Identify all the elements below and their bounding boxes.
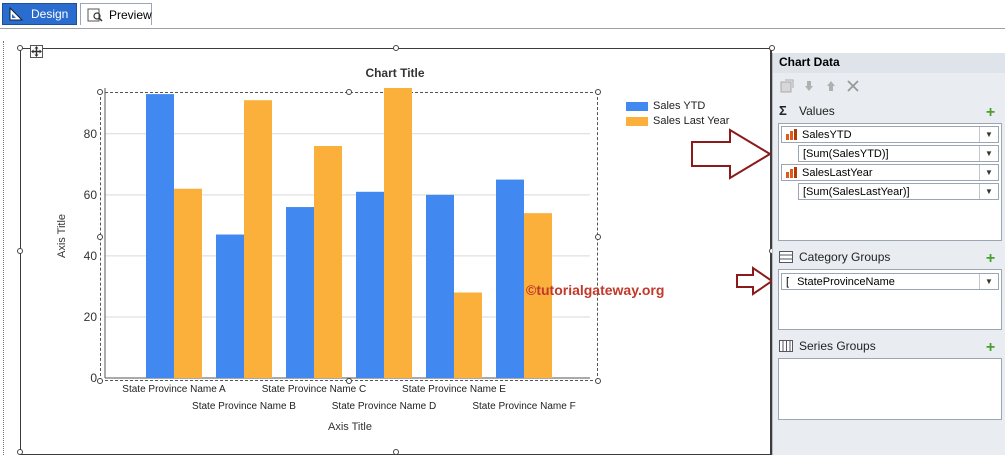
tab-preview-label: Preview [109, 7, 152, 22]
x-tick-label: State Province Name D [332, 401, 437, 412]
y-tick-label: 40 [84, 249, 98, 263]
plot-handle[interactable] [595, 234, 601, 240]
chevron-down-icon[interactable]: ▼ [979, 127, 998, 142]
category-field-prefix: [ [786, 275, 790, 288]
series-groups-section-label: Series Groups [779, 339, 876, 353]
x-tick-label: State Province Name C [262, 384, 367, 395]
y-tick-label: 60 [84, 188, 98, 202]
value-expression-dropdown[interactable]: [Sum(SalesLastYear)] ▼ [798, 183, 999, 200]
category-groups-label: Category Groups [799, 250, 891, 264]
add-category-plus-icon[interactable]: + [985, 250, 996, 267]
category-field-dropdown[interactable]: [ StateProvinceName ▼ [781, 273, 999, 290]
value-expression-label: [Sum(SalesYTD)] [803, 147, 889, 160]
move-up-icon[interactable] [823, 78, 839, 94]
plot-handle[interactable] [595, 89, 601, 95]
series-groups-box [778, 358, 1002, 420]
chart-plot: 0 20 40 60 80 State Province Name A State Prov… [56, 88, 590, 433]
values-section-label: Σ Values [779, 104, 835, 118]
category-groups-section-label: Category Groups [779, 250, 890, 264]
x-axis-title: Axis Title [328, 421, 372, 433]
tab-design-label: Design [31, 7, 69, 21]
x-tick-label: State Province Name F [472, 401, 575, 412]
bar-sales-last-year [174, 188, 202, 378]
bar-sales-last-year [314, 146, 342, 378]
resize-handle[interactable] [17, 248, 23, 254]
legend-item-sales-last-year[interactable]: Sales Last Year [626, 115, 729, 127]
plot-handle[interactable] [97, 89, 103, 95]
bar-sales-last-year [244, 100, 272, 379]
chart-title[interactable]: Chart Title [365, 66, 425, 80]
watermark-text: ©tutorialgateway.org [526, 282, 665, 298]
annotation-arrow-icon [691, 128, 772, 180]
chevron-down-icon[interactable]: ▼ [979, 165, 998, 180]
plot-handle[interactable] [346, 89, 352, 95]
design-surface-border [3, 41, 771, 455]
value-field-dropdown[interactable]: SalesLastYear ▼ [781, 164, 999, 181]
legend-swatch-sales-ytd [626, 101, 648, 111]
bar-chart-icon [786, 167, 798, 178]
plot-handle[interactable] [97, 378, 103, 384]
legend-label: Sales Last Year [653, 115, 730, 127]
annotation-arrow-icon [736, 266, 774, 296]
bar-sales-ytd [216, 234, 244, 378]
values-label: Values [799, 104, 835, 118]
values-box: SalesYTD ▼ [Sum(SalesYTD)] ▼ SalesLastYe… [778, 123, 1002, 241]
bar-sales-last-year [524, 213, 552, 378]
y-tick-label: 20 [84, 310, 98, 324]
bar-sales-ytd [356, 191, 384, 378]
bar-chart-icon [786, 129, 798, 140]
sigma-icon: Σ [779, 103, 787, 118]
bar-sales-ytd [286, 207, 314, 378]
panel-toolbar [773, 75, 861, 97]
legend-label: Sales YTD [653, 100, 706, 112]
chevron-down-icon[interactable]: ▼ [979, 184, 998, 199]
category-groups-icon [779, 251, 793, 263]
legend-item-sales-ytd[interactable]: Sales YTD [626, 100, 705, 112]
y-tick-label: 0 [90, 371, 97, 385]
value-field-dropdown[interactable]: SalesYTD ▼ [781, 126, 999, 143]
move-down-icon[interactable] [801, 78, 817, 94]
plot-handle[interactable] [595, 378, 601, 384]
design-ruler-icon [9, 6, 25, 21]
category-groups-box: [ StateProvinceName ▼ [778, 269, 1002, 330]
bar-sales-last-year [454, 292, 482, 378]
category-field-label: StateProvinceName [797, 275, 895, 288]
move-handle-icon[interactable] [30, 45, 43, 58]
delete-icon[interactable] [845, 78, 861, 94]
tab-design[interactable]: Design [2, 3, 77, 25]
properties-icon[interactable] [779, 78, 795, 94]
x-tick-label: State Province Name E [402, 384, 506, 395]
resize-handle[interactable] [393, 45, 399, 51]
legend-swatch-sales-last-year [626, 116, 648, 126]
plot-handle[interactable] [97, 234, 103, 240]
bar-sales-ytd [146, 94, 174, 379]
add-series-plus-icon[interactable]: + [985, 339, 996, 356]
resize-handle[interactable] [17, 45, 23, 51]
value-field-label: SalesLastYear [802, 166, 873, 179]
chart-data-panel: Chart Data Σ Values + SalesYTD ▼ [Sum(Sa… [772, 53, 1005, 455]
panel-title: Chart Data [773, 53, 1005, 73]
tab-preview[interactable]: Preview [80, 3, 152, 25]
x-tick-label: State Province Name A [122, 384, 226, 395]
resize-handle[interactable] [769, 45, 775, 51]
add-value-plus-icon[interactable]: + [985, 104, 996, 121]
chevron-down-icon[interactable]: ▼ [979, 274, 998, 289]
bar-sales-ytd [426, 194, 454, 378]
value-expression-dropdown[interactable]: [Sum(SalesYTD)] ▼ [798, 145, 999, 162]
preview-icon [87, 8, 103, 22]
x-tick-label: State Province Name B [192, 401, 296, 412]
series-groups-icon [779, 340, 793, 352]
series-groups-label: Series Groups [799, 339, 876, 353]
bar-sales-ytd [496, 179, 524, 378]
bar-sales-last-year [384, 88, 412, 378]
value-field-label: SalesYTD [802, 128, 852, 141]
y-tick-label: 80 [84, 127, 98, 141]
tab-bar: Design Preview [0, 0, 1005, 29]
y-axis-title: Axis Title [56, 214, 68, 258]
value-expression-label: [Sum(SalesLastYear)] [803, 185, 910, 198]
chevron-down-icon[interactable]: ▼ [979, 146, 998, 161]
